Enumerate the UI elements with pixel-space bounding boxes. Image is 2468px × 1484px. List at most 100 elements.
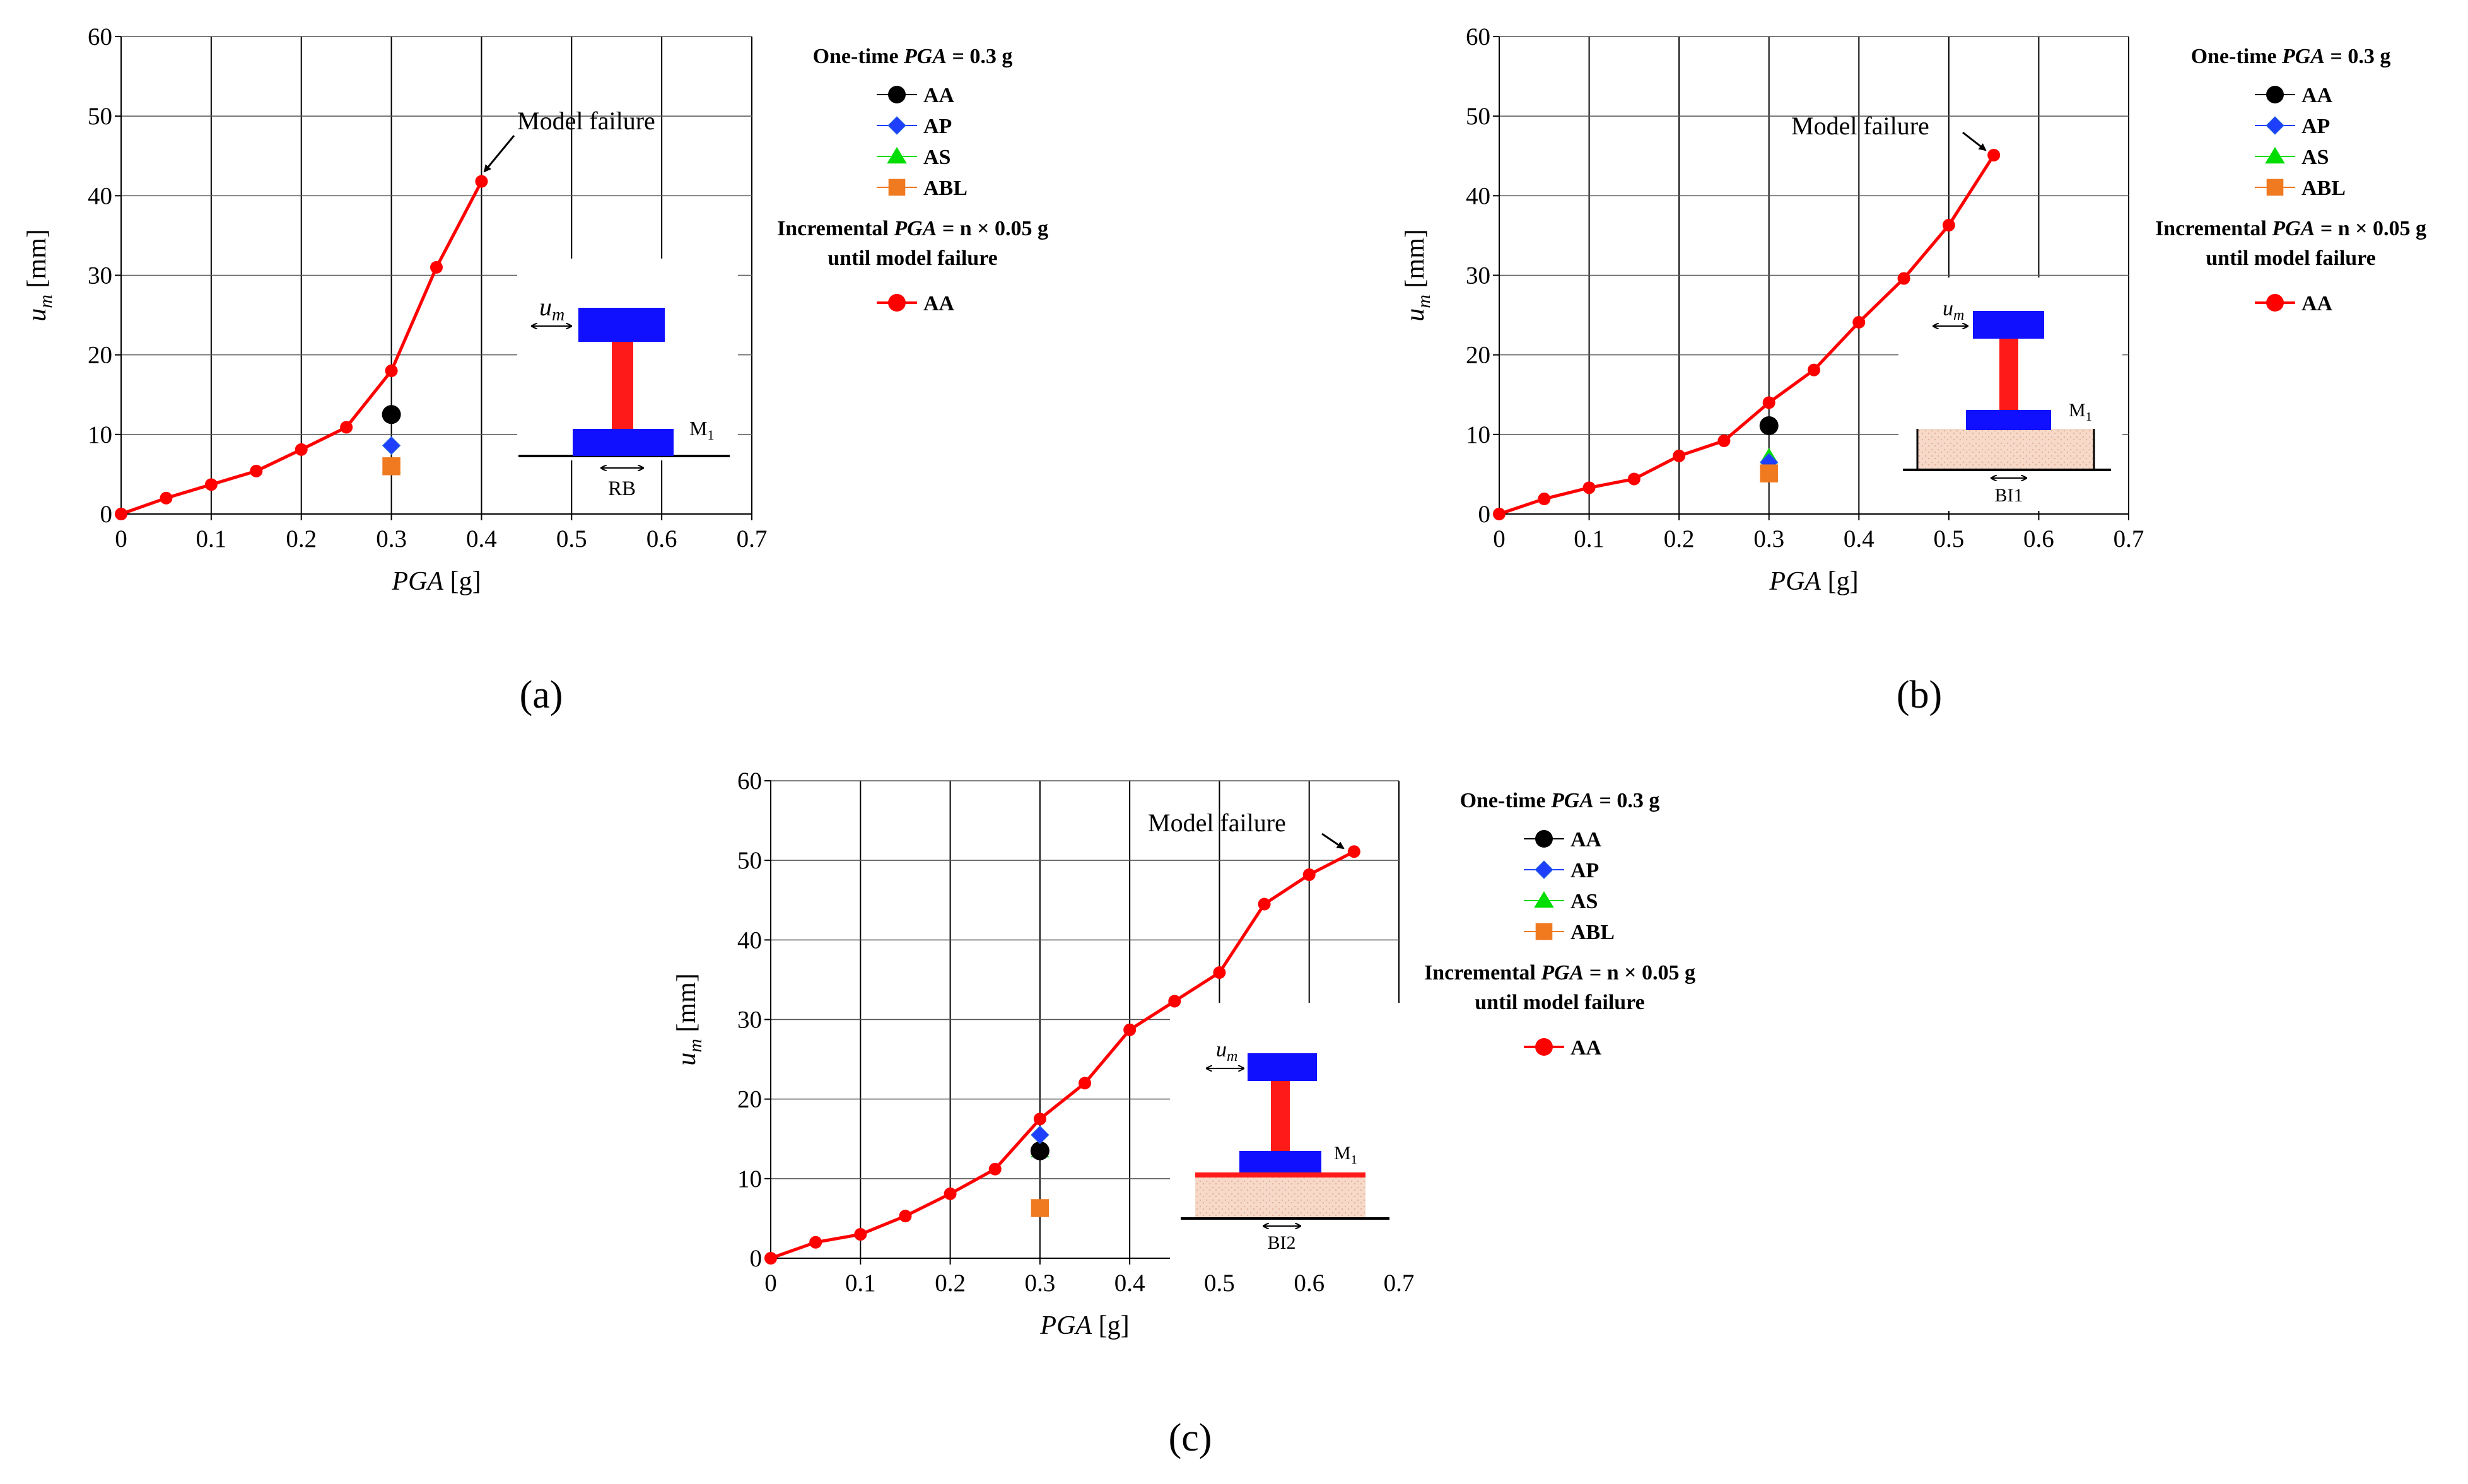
inset-um-label: um xyxy=(539,293,564,325)
legend-onetime-title: One-time PGA = 0.3 g xyxy=(813,45,1013,68)
axes-c: 0 0.1 0.2 0.3 0.4 0.5 0.6 0.7 0 10 20 30 40 50 60 PGA [… xyxy=(672,768,1414,1340)
y-tick-label: 30 xyxy=(737,1007,762,1034)
model-failure-annotation: Model failure xyxy=(517,107,655,135)
incremental-point xyxy=(1538,493,1551,506)
y-tick-label: 60 xyxy=(737,768,762,795)
y-tick-label: 0 xyxy=(1478,501,1491,528)
annotation-arrow xyxy=(483,135,515,173)
legend-label-incremental: AA xyxy=(923,292,955,315)
legend-incremental-title: Incremental PGA = n × 0.05 g xyxy=(777,217,1048,240)
incremental-point xyxy=(944,1187,957,1200)
inset-base-label: BI1 xyxy=(1995,485,2023,506)
incremental-point xyxy=(1079,1077,1091,1090)
legend-label-aa: AA xyxy=(2301,84,2333,107)
plot-a: Model failure xyxy=(115,107,655,520)
incremental-point xyxy=(1258,897,1271,911)
y-tick-label: 10 xyxy=(737,1166,762,1193)
x-axis-label: PGA [g] xyxy=(1769,567,1858,596)
incremental-point xyxy=(1302,868,1316,881)
onetime-point-aa xyxy=(1030,1141,1050,1160)
legend-marker-ap xyxy=(1535,860,1553,879)
incremental-point xyxy=(1213,966,1226,979)
y-tick-label: 40 xyxy=(737,926,762,954)
legend-marker-aa xyxy=(888,86,906,103)
incremental-series-line xyxy=(770,850,1355,1260)
x-tick-label: 0 xyxy=(1493,525,1506,552)
x-tick-label: 0.2 xyxy=(935,1270,966,1297)
base-isolation-mat xyxy=(1195,1172,1366,1177)
legend-marker-aa xyxy=(2266,86,2284,103)
y-tick-label: 20 xyxy=(1466,342,1490,369)
y-tick-label: 10 xyxy=(88,421,112,448)
x-tick-label: 0.5 xyxy=(1933,525,1964,552)
top-mass xyxy=(578,308,665,342)
x-tick-label: 0.5 xyxy=(1204,1270,1235,1297)
inset-base-label: BI2 xyxy=(1268,1232,1296,1253)
model-failure-annotation: Model failure xyxy=(1791,112,1929,140)
y-tick-label: 0 xyxy=(100,501,113,528)
legend-label-abl: ABL xyxy=(1570,921,1615,944)
legend-incremental-title-line2: until model failure xyxy=(1475,991,1645,1014)
legend-incremental-title: Incremental PGA = n × 0.05 g xyxy=(1424,961,1695,984)
x-tick-label: 0.7 xyxy=(2114,525,2144,552)
x-tick-label: 0.7 xyxy=(1384,1270,1415,1297)
x-axis-label: PGA [g] xyxy=(1039,1311,1129,1340)
panel-label-c: (c) xyxy=(1169,1417,1212,1459)
legend-label-aa: AA xyxy=(923,84,955,107)
incremental-point xyxy=(1123,1023,1137,1036)
incremental-point xyxy=(115,508,127,520)
y-tick-label: 60 xyxy=(88,23,112,50)
panel-label-a: (a) xyxy=(520,674,563,716)
inset-a: um M1 RB xyxy=(517,259,738,500)
column xyxy=(1999,337,2018,410)
x-tick-label: 0.4 xyxy=(466,525,497,552)
incremental-point xyxy=(1942,219,1955,232)
x-tick-label: 0.4 xyxy=(1844,525,1874,552)
legend-label-as: AS xyxy=(923,146,950,169)
onetime-point-abl xyxy=(1031,1199,1050,1217)
legend-marker-ap xyxy=(2266,116,2284,135)
column xyxy=(612,341,633,429)
legend-incremental-title-line2: until model failure xyxy=(2206,247,2376,270)
y-tick-label: 40 xyxy=(1466,182,1490,209)
legend-label-ap: AP xyxy=(2301,115,2330,138)
legend-b: One-time PGA = 0.3 g AA AP AS ABL Incremental… xyxy=(2155,45,2426,315)
x-tick-label: 0.5 xyxy=(556,525,587,552)
incremental-point xyxy=(340,421,353,434)
incremental-point xyxy=(204,478,218,491)
inset-b: um M1 BI1 xyxy=(1898,278,2122,511)
incremental-point xyxy=(1852,315,1866,329)
legend-marker-ap xyxy=(887,116,906,135)
legend-label-ap: AP xyxy=(923,115,952,138)
incremental-point xyxy=(1168,995,1181,1008)
incremental-point xyxy=(1347,845,1360,858)
y-tick-label: 60 xyxy=(1466,23,1490,50)
legend-marker-abl xyxy=(888,178,906,196)
incremental-point xyxy=(430,260,443,274)
incremental-point xyxy=(988,1162,1002,1176)
onetime-point-ap xyxy=(1031,1125,1050,1145)
onetime-point-ap xyxy=(382,436,401,455)
legend-marker-as xyxy=(887,147,907,164)
incremental-point xyxy=(1627,472,1640,486)
legend-marker-abl xyxy=(1535,923,1553,940)
legend-label-as: AS xyxy=(2301,146,2329,169)
incremental-point xyxy=(1033,1113,1046,1126)
legend-label-incremental: AA xyxy=(2301,292,2333,315)
incremental-series-line xyxy=(1499,154,1996,516)
y-tick-label: 10 xyxy=(1466,421,1490,448)
incremental-point xyxy=(764,1252,777,1265)
annotation-arrow xyxy=(1321,833,1345,850)
incremental-point xyxy=(250,464,263,477)
soil-block xyxy=(1917,429,2094,470)
legend-marker-incremental xyxy=(888,294,906,312)
legend-marker-incremental xyxy=(2266,294,2284,312)
x-tick-label: 0.2 xyxy=(1664,525,1695,552)
incremental-point xyxy=(160,491,173,505)
legend-marker-abl xyxy=(2266,178,2284,196)
legend-label-abl: ABL xyxy=(2301,177,2346,200)
legend-incremental-title: Incremental PGA = n × 0.05 g xyxy=(2155,217,2426,240)
x-tick-label: 0 xyxy=(764,1270,777,1297)
x-tick-label: 0.3 xyxy=(1753,525,1784,552)
x-tick-label: 0.2 xyxy=(286,525,317,552)
